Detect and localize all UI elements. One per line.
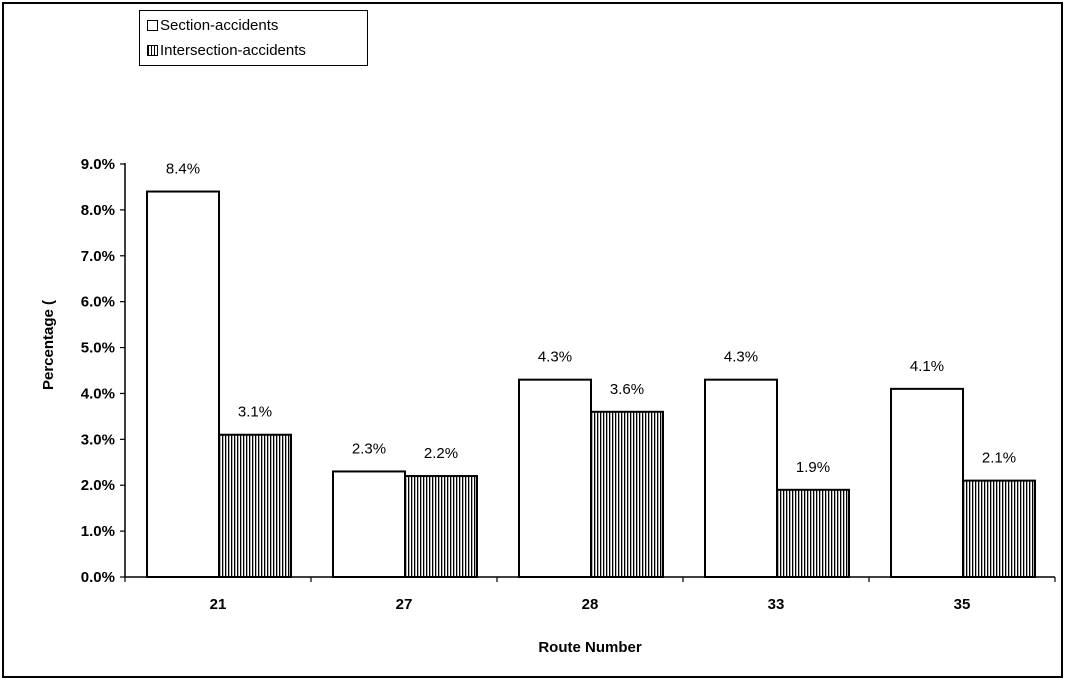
y-tick-label: 7.0% xyxy=(81,248,115,265)
data-label-intersection-27: 2.2% xyxy=(424,445,458,462)
bar-intersection-27 xyxy=(404,475,478,578)
legend-swatch-intersection xyxy=(147,44,158,56)
bar-section-21 xyxy=(146,190,220,579)
x-tick-label: 28 xyxy=(582,596,599,613)
x-tick-label: 21 xyxy=(210,596,227,613)
bar-section-35 xyxy=(890,387,964,578)
legend-label-section: Section-accidents xyxy=(160,16,279,34)
legend-swatch-section xyxy=(147,19,158,31)
data-label-section-35: 4.1% xyxy=(910,358,944,375)
data-label-section-21: 8.4% xyxy=(166,161,200,178)
data-label-intersection-28: 3.6% xyxy=(610,381,644,398)
bars-layer xyxy=(146,190,1036,579)
x-axis-title: Route Number xyxy=(538,639,642,656)
labels-layer: 8.4% 3.1% 2.3% 2.2% 4.3% 3.6% 4.3% 1.9% 4.1% 2.1% xyxy=(166,161,1016,476)
y-tick-label: 4.0% xyxy=(81,385,115,402)
legend-item-section: Section-accidents xyxy=(147,14,278,36)
x-tick-label: 35 xyxy=(954,596,971,613)
y-tick-label: 5.0% xyxy=(81,340,115,357)
x-tick-label: 27 xyxy=(396,596,413,613)
y-tick-label: 9.0% xyxy=(81,156,115,173)
data-label-section-27: 2.3% xyxy=(352,440,386,457)
bar-section-27 xyxy=(332,470,406,579)
legend-item-intersection: Intersection-accidents xyxy=(147,39,306,61)
bar-intersection-33 xyxy=(776,488,850,578)
data-label-intersection-33: 1.9% xyxy=(796,459,830,476)
bar-section-33 xyxy=(704,378,778,578)
bar-intersection-21 xyxy=(218,433,292,578)
data-label-intersection-35: 2.1% xyxy=(982,450,1016,467)
x-tick-label: 33 xyxy=(768,596,785,613)
bar-intersection-28 xyxy=(590,410,664,578)
data-label-section-28: 4.3% xyxy=(538,349,572,366)
y-tick-label: 8.0% xyxy=(81,202,115,219)
bar-section-28 xyxy=(518,378,592,578)
legend: Section-accidents Intersection-accidents xyxy=(139,10,368,66)
y-tick-label: 2.0% xyxy=(81,477,115,494)
legend-label-intersection: Intersection-accidents xyxy=(160,41,306,59)
axes-layer: 0.0% 1.0% 2.0% 3.0% 4.0% 5.0% 6.0% 7.0% 8.0% 9.0%… xyxy=(81,156,1056,613)
data-label-section-33: 4.3% xyxy=(724,349,758,366)
y-tick-label: 1.0% xyxy=(81,523,115,540)
y-tick-label: 0.0% xyxy=(81,569,115,586)
data-label-intersection-21: 3.1% xyxy=(238,404,272,421)
y-axis-title: Percentage ( xyxy=(40,300,57,390)
y-tick-label: 6.0% xyxy=(81,294,115,311)
bar-intersection-35 xyxy=(962,479,1036,578)
y-tick-label: 3.0% xyxy=(81,431,115,448)
